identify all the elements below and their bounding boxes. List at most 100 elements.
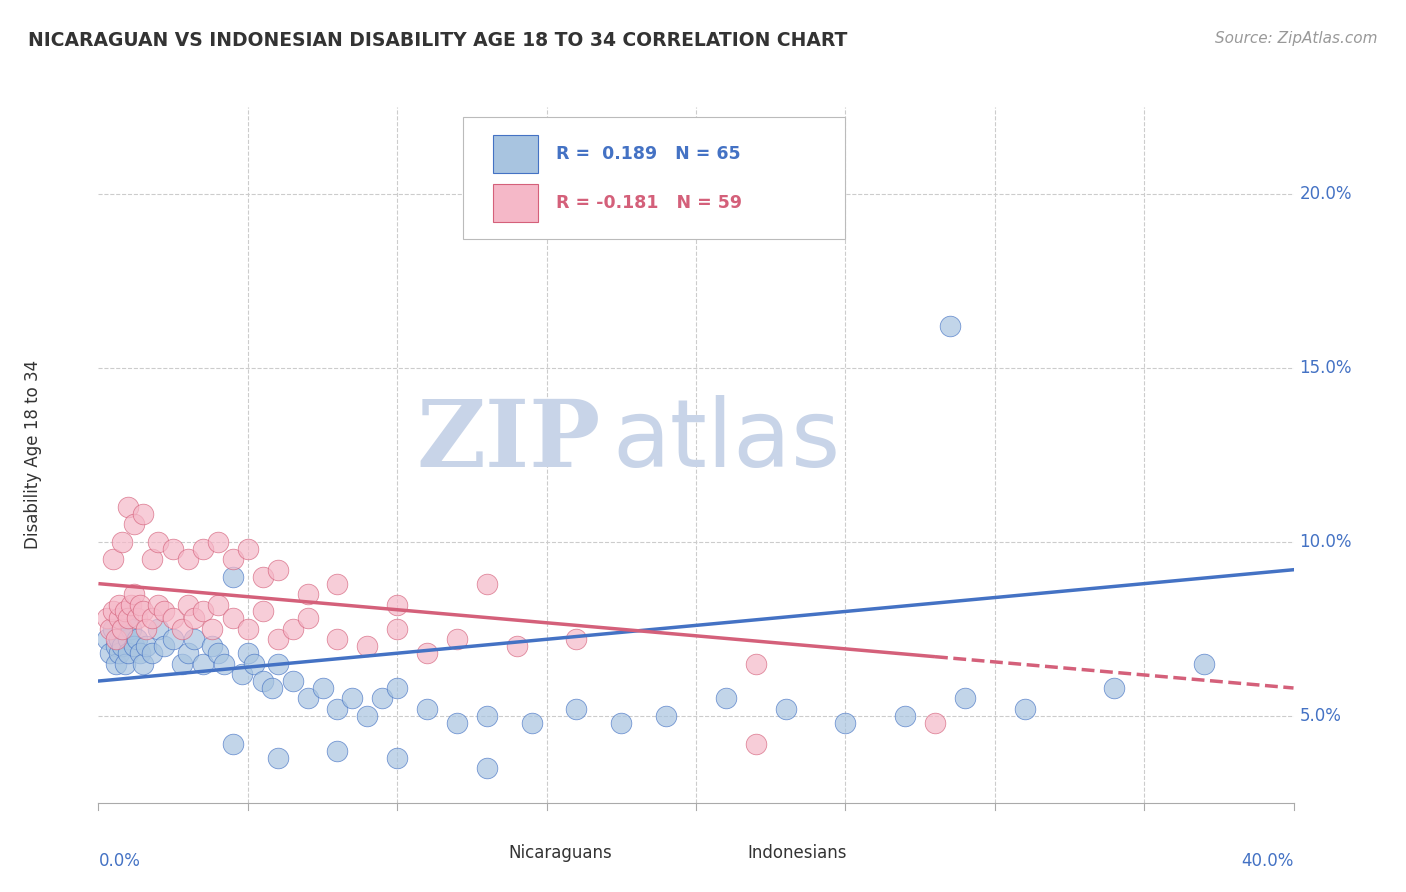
Point (117, 632, 139, 647)
Point (236, 646, 259, 660)
Point (385, 681, 409, 695)
Point (252, 570, 274, 584)
Point (207, 598, 229, 612)
Point (105, 639, 128, 653)
Point (148, 598, 170, 612)
Point (120, 622, 142, 636)
Text: 10.0%: 10.0% (1299, 533, 1353, 551)
Point (775, 702, 797, 716)
Point (120, 598, 142, 612)
Point (207, 534, 229, 549)
Point (162, 541, 184, 556)
Bar (494, 135, 538, 173)
Point (132, 507, 155, 521)
Point (98, 622, 122, 636)
Text: 0.0%: 0.0% (98, 852, 141, 870)
Point (177, 552, 200, 566)
Point (191, 605, 214, 619)
Point (132, 605, 155, 619)
Point (385, 750, 409, 764)
Point (124, 639, 146, 653)
Text: Nicaraguans: Nicaraguans (509, 844, 612, 863)
Point (141, 611, 163, 625)
Point (297, 587, 319, 601)
Point (96, 611, 118, 625)
Point (117, 500, 139, 514)
Point (356, 639, 378, 653)
Point (475, 708, 498, 723)
Point (222, 611, 245, 625)
Text: R =  0.189   N = 65: R = 0.189 N = 65 (557, 145, 741, 163)
Point (610, 715, 633, 730)
Point (236, 541, 259, 556)
Point (222, 552, 245, 566)
Point (446, 715, 468, 730)
Point (141, 646, 163, 660)
Point (114, 657, 136, 671)
Point (655, 708, 678, 723)
Point (894, 708, 917, 723)
Point (446, 632, 468, 647)
Point (172, 657, 194, 671)
Text: 5.0%: 5.0% (1299, 706, 1341, 725)
Point (1104, 681, 1126, 695)
Point (267, 657, 290, 671)
Point (565, 702, 588, 716)
Point (252, 605, 274, 619)
Point (111, 622, 134, 636)
Point (129, 598, 152, 612)
Point (124, 517, 146, 532)
Text: 15.0%: 15.0% (1299, 359, 1353, 377)
Point (475, 761, 498, 775)
Point (475, 576, 498, 591)
Point (153, 639, 176, 653)
Point (191, 657, 214, 671)
Point (745, 737, 768, 751)
Point (506, 639, 529, 653)
Point (260, 681, 283, 695)
Point (207, 646, 229, 660)
Text: atlas: atlas (612, 395, 841, 487)
Point (326, 632, 349, 647)
Point (520, 715, 543, 730)
Point (153, 605, 176, 619)
Point (416, 646, 439, 660)
Point (201, 622, 224, 636)
Point (108, 611, 131, 625)
Point (326, 576, 349, 591)
Point (924, 715, 946, 730)
FancyBboxPatch shape (463, 118, 845, 239)
Point (111, 622, 134, 636)
Point (127, 611, 149, 625)
Point (105, 632, 128, 647)
Point (105, 657, 128, 671)
Point (416, 702, 439, 716)
Point (117, 611, 139, 625)
Point (236, 622, 259, 636)
Text: 40.0%: 40.0% (1241, 852, 1294, 870)
Point (243, 657, 266, 671)
Point (385, 598, 409, 612)
Point (124, 587, 146, 601)
Point (297, 691, 319, 706)
Point (177, 646, 200, 660)
Bar (494, 184, 538, 222)
Point (953, 691, 976, 706)
Point (103, 622, 125, 636)
Point (103, 605, 125, 619)
Point (267, 563, 290, 577)
Point (108, 646, 131, 660)
Point (135, 639, 157, 653)
Point (96, 632, 118, 647)
Point (342, 691, 364, 706)
Point (183, 632, 205, 647)
Point (111, 534, 134, 549)
Point (281, 622, 304, 636)
Point (385, 622, 409, 636)
Point (267, 750, 290, 764)
Point (834, 715, 856, 730)
Text: ZIP: ZIP (416, 396, 600, 486)
Bar (720, 845, 738, 862)
Text: NICARAGUAN VS INDONESIAN DISABILITY AGE 18 TO 34 CORRELATION CHART: NICARAGUAN VS INDONESIAN DISABILITY AGE … (28, 31, 848, 50)
Text: 20.0%: 20.0% (1299, 185, 1353, 203)
